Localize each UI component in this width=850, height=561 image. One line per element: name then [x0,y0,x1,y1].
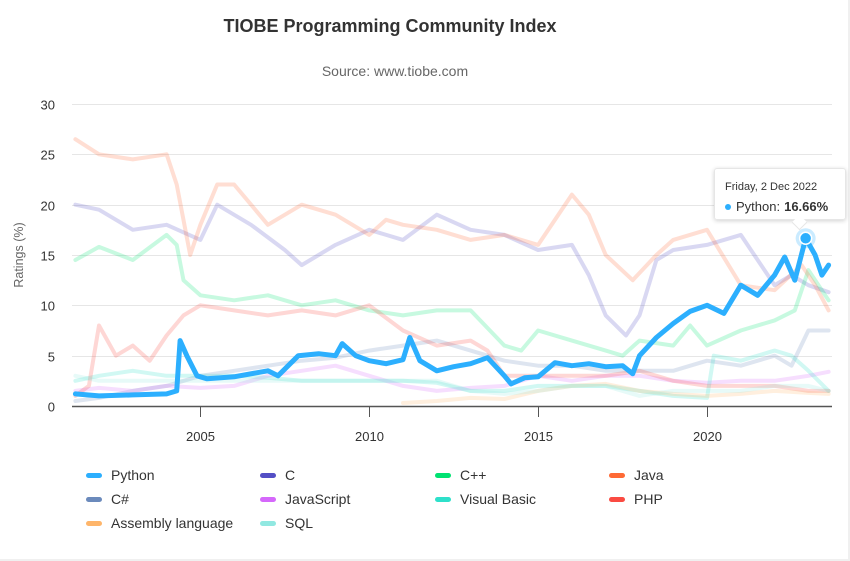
legend-swatch [86,496,102,502]
legend-item-java[interactable]: Java [609,467,664,483]
series-line-java[interactable] [73,137,831,313]
legend-swatch [86,520,102,526]
hover-point[interactable] [798,231,813,246]
series-line-cpp[interactable] [73,232,831,358]
y-tick-label: 15 [41,249,55,264]
series-line-php[interactable] [73,303,831,398]
y-tick-label: 0 [48,400,55,415]
legend-item-assembly[interactable]: Assembly language [86,515,233,531]
legend-label: Assembly language [111,515,234,531]
legend-label: C++ [460,467,487,483]
legend-label: JavaScript [285,491,351,507]
legend-swatch [260,520,276,526]
y-axis-label: Ratings (%) [12,222,26,287]
legend-swatch [260,496,276,502]
tooltip-value: 16.66% [784,199,829,214]
hover-marker [795,228,816,249]
y-tick-label: 25 [41,148,55,163]
series-line-python[interactable] [72,235,832,399]
faded-series-group [73,137,831,405]
tooltip: Friday, 2 Dec 2022 Python: 16.66% [714,168,846,220]
legend-label: Visual Basic [460,491,537,507]
legend-swatch [260,472,276,478]
legend-label: C# [111,491,129,507]
x-tick-label: 2015 [524,429,553,444]
y-tick-label: 5 [48,350,55,365]
legend-item-c[interactable]: C [260,467,295,483]
legend-item-javascript[interactable]: JavaScript [260,491,350,507]
legend-swatch [86,472,102,478]
legend-swatch [435,496,451,502]
legend-swatch [609,472,625,478]
y-tick-label: 10 [41,299,55,314]
chart-title: TIOBE Programming Community Index [223,16,557,36]
series-line-sql[interactable] [73,373,831,398]
tooltip-date: Friday, 2 Dec 2022 [725,181,818,193]
legend-label: Python [111,467,155,483]
series-line-javascript[interactable] [73,363,831,393]
active-series-group [72,235,832,399]
tooltip-series-label: Python: [736,199,781,214]
legend-label: Java [634,467,664,483]
legend-item-sql[interactable]: SQL [260,515,313,531]
series-line-assembly-language[interactable] [401,381,831,405]
legend-swatch [435,472,451,478]
legend-item-visual-basic[interactable]: Visual Basic [435,491,536,507]
y-tick-label: 30 [41,98,55,113]
y-axis-ticks: 0 5 10 15 20 25 30 [41,98,55,415]
legend-item-csharp[interactable]: C# [86,491,129,507]
legend-label: SQL [285,515,314,531]
series-line-c[interactable] [73,202,831,338]
legend-item-cpp[interactable]: C++ [435,467,486,483]
legend-item-php[interactable]: PHP [609,491,663,507]
legend-label: PHP [634,491,663,507]
x-tick-label: 2010 [355,429,384,444]
tooltip-series-dot [725,203,731,210]
y-tick-label: 20 [41,199,55,214]
tooltip-row: Python: 16.66% [725,199,828,214]
x-axis-ticks: 2005 2010 2015 2020 [186,407,722,444]
legend-label: C [285,467,296,483]
legend-item-python[interactable]: Python [86,467,155,483]
series-line-visual-basic[interactable] [73,348,831,400]
legend-swatch [609,496,625,502]
grid-lines [72,104,832,357]
chart-subtitle: Source: www.tiobe.com [321,63,469,79]
x-tick-label: 2005 [186,429,215,444]
x-tick-label: 2020 [693,429,722,444]
